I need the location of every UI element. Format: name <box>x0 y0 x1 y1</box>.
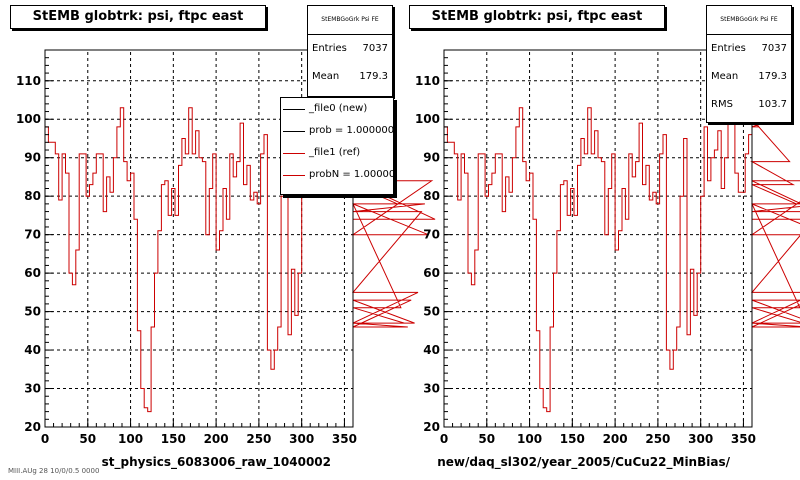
right-stats-name: StEMBGoGrk Psi FE <box>707 6 791 35</box>
right-y-tick-label: 50 <box>423 305 440 319</box>
legend-entry-probn: probN = 1.000000 <box>281 164 393 186</box>
left-y-tick-label: 110 <box>16 74 41 88</box>
left-x-axis-title: st_physics_6083006_raw_1040002 <box>102 455 331 470</box>
right-y-tick-label: 20 <box>423 420 440 434</box>
right-y-tick-label: 110 <box>415 74 440 88</box>
legend-swatch-probn <box>283 175 305 176</box>
right-mean-value: 179.3 <box>758 71 787 82</box>
legend-swatch-file1 <box>283 153 305 154</box>
right-entries-value: 7037 <box>761 43 787 54</box>
right-y-tick-label: 80 <box>423 189 440 203</box>
right-y-tick-label: 30 <box>423 382 440 396</box>
right-x-tick-label: 100 <box>517 432 542 446</box>
right-x-tick-label: 200 <box>603 432 628 446</box>
right-stats-mean: Mean 179.3 <box>707 63 791 91</box>
left-mean-value: 179.3 <box>359 71 388 82</box>
left-x-tick-label: 200 <box>204 432 229 446</box>
left-y-tick-label: 20 <box>24 420 41 434</box>
right-x-tick-label: 300 <box>688 432 713 446</box>
legend-label-file0: _file0 (new) <box>309 103 368 114</box>
left-entries-label: Entries <box>312 43 347 54</box>
left-x-tick-label: 50 <box>79 432 96 446</box>
left-entries-value: 7037 <box>362 43 388 54</box>
left-x-tick-label: 300 <box>289 432 314 446</box>
right-title-box: StEMB globtrk: psi, ftpc east <box>409 5 665 29</box>
left-x-tick-label: 0 <box>41 432 49 446</box>
right-y-tick-label: 100 <box>415 112 440 126</box>
right-stats-box: StEMBGoGrk Psi FE Entries 7037 Mean 179.… <box>706 5 792 123</box>
right-x-tick-label: 250 <box>645 432 670 446</box>
right-x-axis-title: new/daq_sl302/year_2005/CuCu22_MinBias/ <box>437 455 730 470</box>
left-x-tick-label: 150 <box>161 432 186 446</box>
right-x-tick-label: 350 <box>731 432 756 446</box>
legend-entry-file1: _file1 (ref) <box>281 142 393 164</box>
left-y-tick-label: 100 <box>16 112 41 126</box>
left-x-tick-label: 250 <box>246 432 271 446</box>
right-x-tick-label: 0 <box>440 432 448 446</box>
left-mean-label: Mean <box>312 71 340 82</box>
right-entries-label: Entries <box>711 43 746 54</box>
footer-text: MIII.AUg 28 10/0/0.5 0000 <box>8 467 100 475</box>
right-stats-entries: Entries 7037 <box>707 35 791 63</box>
right-chart-title: StEMB globtrk: psi, ftpc east <box>431 9 643 24</box>
right-x-tick-label: 150 <box>560 432 585 446</box>
legend: _file0 (new) prob = 1.000000 _file1 (ref… <box>280 97 394 195</box>
left-x-tick-label: 350 <box>332 432 357 446</box>
legend-entry-prob: prob = 1.000000 <box>281 120 393 142</box>
left-stats-entries: Entries 7037 <box>308 35 392 63</box>
left-y-tick-label: 90 <box>24 151 41 165</box>
right-rms-label: RMS <box>711 99 733 110</box>
left-y-tick-label: 70 <box>24 228 41 242</box>
right-y-tick-label: 40 <box>423 343 440 357</box>
legend-swatch-file0 <box>283 109 305 110</box>
right-y-tick-label: 90 <box>423 151 440 165</box>
legend-label-file1: _file1 (ref) <box>309 147 361 158</box>
left-y-tick-label: 80 <box>24 189 41 203</box>
left-y-tick-label: 60 <box>24 266 41 280</box>
left-y-tick-label: 40 <box>24 343 41 357</box>
right-y-tick-label: 60 <box>423 266 440 280</box>
left-y-tick-label: 30 <box>24 382 41 396</box>
right-mean-label: Mean <box>711 71 739 82</box>
legend-entry-file0: _file0 (new) <box>281 98 393 120</box>
legend-label-prob: prob = 1.000000 <box>309 125 394 136</box>
left-stats-box: StEMBGoGrk Psi FE Entries 7037 Mean 179.… <box>307 5 393 97</box>
legend-label-probn: probN = 1.000000 <box>309 169 394 180</box>
left-x-tick-label: 100 <box>118 432 143 446</box>
left-chart-title: StEMB globtrk: psi, ftpc east <box>32 9 244 24</box>
left-y-tick-label: 50 <box>24 305 41 319</box>
left-stats-mean: Mean 179.3 <box>308 63 392 91</box>
right-x-tick-label: 50 <box>478 432 495 446</box>
right-stats-rms: RMS 103.7 <box>707 91 791 119</box>
left-title-box: StEMB globtrk: psi, ftpc east <box>10 5 266 29</box>
right-y-tick-label: 70 <box>423 228 440 242</box>
left-stats-name: StEMBGoGrk Psi FE <box>308 6 392 35</box>
right-rms-value: 103.7 <box>758 99 787 110</box>
legend-swatch-prob <box>283 131 305 132</box>
